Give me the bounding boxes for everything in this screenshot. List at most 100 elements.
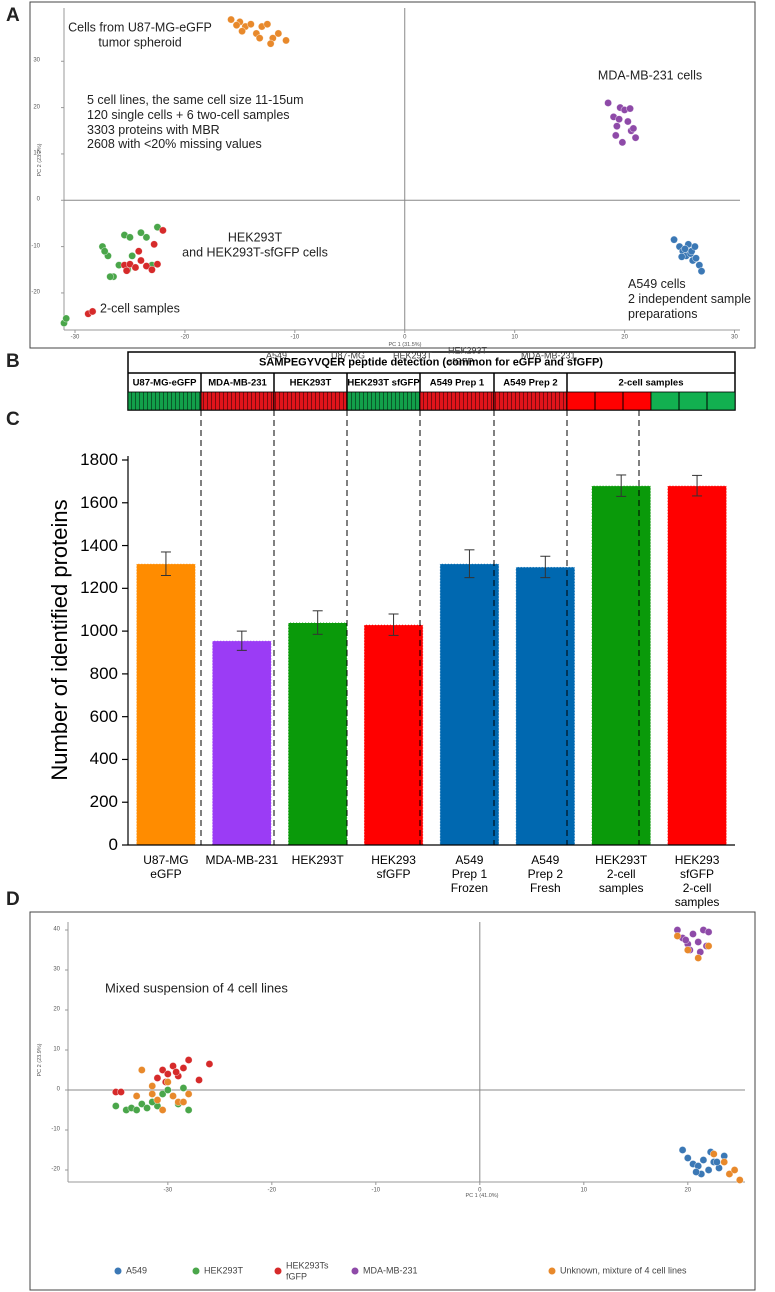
table-title: SAMPEGYVQER peptide detection (common fo… xyxy=(259,356,603,369)
point xyxy=(148,1082,157,1090)
detection-cell xyxy=(650,391,736,411)
x-axis-label: PC 1 (31.5%) xyxy=(388,341,422,348)
panel-a-frame xyxy=(29,1,756,349)
panel-label: A xyxy=(6,4,20,26)
point xyxy=(681,245,689,253)
point xyxy=(709,1150,718,1158)
x-axis-label: PC 1 (41.0%) xyxy=(465,1192,499,1199)
point xyxy=(227,15,235,24)
point xyxy=(122,266,131,275)
y-tick-label: 800 xyxy=(89,663,118,683)
point xyxy=(137,228,145,237)
point xyxy=(137,256,145,265)
legend-label: Unknown, mixture of 4 cell lines xyxy=(560,1265,687,1276)
legend-label: MDA-MB-231 xyxy=(521,350,576,361)
point xyxy=(169,1092,177,1100)
legend-label: HEK293T sfGFP xyxy=(448,345,488,366)
annotation: 2-cell samples xyxy=(100,301,180,316)
point xyxy=(689,930,697,938)
point xyxy=(699,1156,708,1164)
point xyxy=(629,124,638,133)
bar xyxy=(439,563,500,846)
point xyxy=(137,1100,146,1108)
y-tick-label: 1400 xyxy=(80,535,118,555)
detection-stripes xyxy=(494,392,567,410)
point xyxy=(683,1154,692,1162)
point xyxy=(618,138,627,147)
point xyxy=(148,1090,157,1098)
column-label: A549 Prep 1 xyxy=(429,377,485,389)
point xyxy=(704,942,713,950)
y-tick-label: 400 xyxy=(89,749,118,769)
point xyxy=(677,252,686,261)
legend-label: U87-MG xyxy=(331,350,366,361)
point xyxy=(604,99,612,107)
point xyxy=(683,946,692,954)
x-tick-label: 0 xyxy=(403,334,407,341)
point xyxy=(246,20,255,29)
point xyxy=(681,936,690,944)
point xyxy=(106,272,115,281)
x-tick-label: 30 xyxy=(731,334,738,341)
point xyxy=(153,260,162,269)
point xyxy=(623,117,632,126)
y-tick-label: 30 xyxy=(53,966,60,973)
point xyxy=(735,1176,744,1184)
point xyxy=(163,1070,172,1078)
annotation: MDA-MB-231 cells xyxy=(597,68,703,83)
point xyxy=(274,29,283,38)
point xyxy=(148,265,156,274)
point xyxy=(730,1166,739,1174)
x-tick-label: -10 xyxy=(290,334,300,341)
point xyxy=(673,932,682,940)
y-tick-label: 600 xyxy=(89,706,118,726)
column-label: U87-MG-eGFP xyxy=(132,377,197,389)
x-tick-label: -30 xyxy=(163,1187,173,1194)
point xyxy=(704,1166,713,1174)
y-tick-label: -20 xyxy=(31,289,40,296)
point xyxy=(134,247,143,256)
y-tick-label: 200 xyxy=(89,792,118,812)
point xyxy=(195,1076,203,1084)
point xyxy=(158,1090,167,1098)
x-tick-label: HEK293T xyxy=(291,853,344,867)
column-label: HEK293T xyxy=(289,377,332,389)
point xyxy=(615,115,623,124)
legend-label: HEK293Ts fGFP xyxy=(286,1260,329,1281)
point xyxy=(132,1106,141,1114)
point xyxy=(713,1158,721,1166)
x-tick-label: MDA-MB-231 xyxy=(205,853,279,867)
bar xyxy=(363,624,424,846)
point xyxy=(163,1078,172,1086)
point xyxy=(179,1084,188,1092)
x-tick-label: -20 xyxy=(180,334,190,341)
x-tick-label: -20 xyxy=(267,1187,277,1194)
y-axis-label: PC 2 (23.2%) xyxy=(36,143,43,177)
x-tick-label: -30 xyxy=(70,334,80,341)
point xyxy=(670,235,678,244)
y-tick-label: 20 xyxy=(33,104,40,111)
annotation: Cells from U87-MG-eGFP tumor spheroid xyxy=(68,20,212,49)
point xyxy=(694,938,703,946)
detection-cell xyxy=(566,391,652,411)
y-tick-label: 10 xyxy=(33,150,40,157)
point xyxy=(158,1106,167,1114)
y-axis-label: PC 2 (23.9%) xyxy=(36,1043,43,1077)
y-tick-label: 1000 xyxy=(80,621,118,641)
point xyxy=(126,233,134,242)
point xyxy=(255,34,264,43)
annotation: 5 cell lines, the same cell size 11-15um… xyxy=(87,93,304,152)
point xyxy=(179,1064,188,1072)
point xyxy=(184,1090,193,1098)
y-tick-label: -10 xyxy=(31,243,40,250)
point xyxy=(694,954,703,962)
legend-swatch xyxy=(192,1267,200,1275)
point xyxy=(725,1170,734,1178)
bar xyxy=(135,563,196,846)
point xyxy=(692,254,700,263)
legend-swatch xyxy=(114,1267,122,1275)
y-tick-label: 1200 xyxy=(80,578,118,598)
point xyxy=(704,928,713,936)
bar xyxy=(667,485,728,846)
